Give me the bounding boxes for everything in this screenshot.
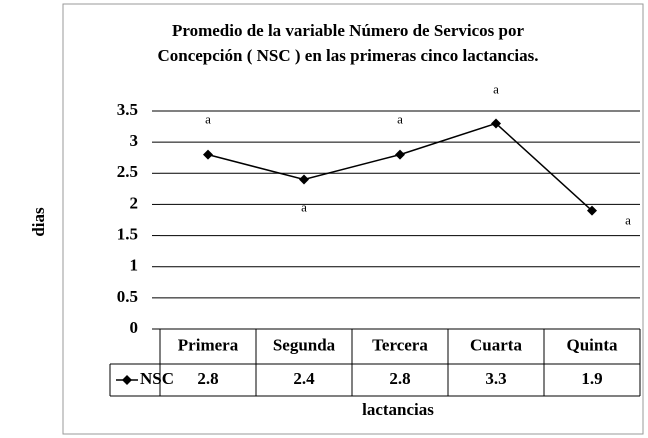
y-tick-label: 0.5 bbox=[117, 287, 138, 306]
annotation: a bbox=[301, 199, 307, 214]
line bbox=[207, 122, 593, 212]
table-value: 1.9 bbox=[581, 369, 602, 388]
annotation: a bbox=[205, 112, 211, 127]
chart-title: Promedio de la variable Número de Servic… bbox=[172, 21, 525, 40]
marker bbox=[203, 149, 213, 160]
chart-title: Concepción ( NSC ) en las primeras cinco… bbox=[157, 46, 538, 65]
x-tick-label: Cuarta bbox=[470, 335, 522, 354]
table-value: 2.8 bbox=[197, 369, 218, 388]
marker bbox=[587, 205, 597, 216]
annotation: a bbox=[493, 81, 499, 96]
x-tick-label: Primera bbox=[178, 335, 239, 354]
y-tick-label: 2 bbox=[130, 193, 139, 212]
marker bbox=[395, 149, 405, 160]
legend-marker bbox=[122, 375, 132, 385]
x-tick-label: Quinta bbox=[566, 335, 618, 354]
y-tick-label: 3.5 bbox=[117, 100, 138, 119]
table-value: 2.8 bbox=[389, 369, 410, 388]
x-tick-label: Segunda bbox=[273, 335, 336, 354]
y-axis-label: dias bbox=[29, 207, 48, 237]
table-value: 2.4 bbox=[293, 369, 315, 388]
y-tick-label: 2.5 bbox=[117, 162, 138, 181]
x-tick-label: Tercera bbox=[372, 335, 428, 354]
legend-label: NSC bbox=[140, 369, 174, 388]
table-value: 3.3 bbox=[485, 369, 506, 388]
marker bbox=[299, 174, 309, 185]
annotation: a bbox=[625, 213, 631, 228]
x-axis-label: lactancias bbox=[362, 400, 434, 419]
chart-frame bbox=[62, 3, 644, 435]
y-tick-label: 1.5 bbox=[117, 224, 138, 243]
y-tick-label: 3 bbox=[130, 131, 139, 150]
y-tick-label: 0 bbox=[130, 318, 139, 337]
y-tick-label: 1 bbox=[130, 256, 139, 275]
annotation: a bbox=[397, 112, 403, 127]
marker bbox=[491, 118, 501, 129]
